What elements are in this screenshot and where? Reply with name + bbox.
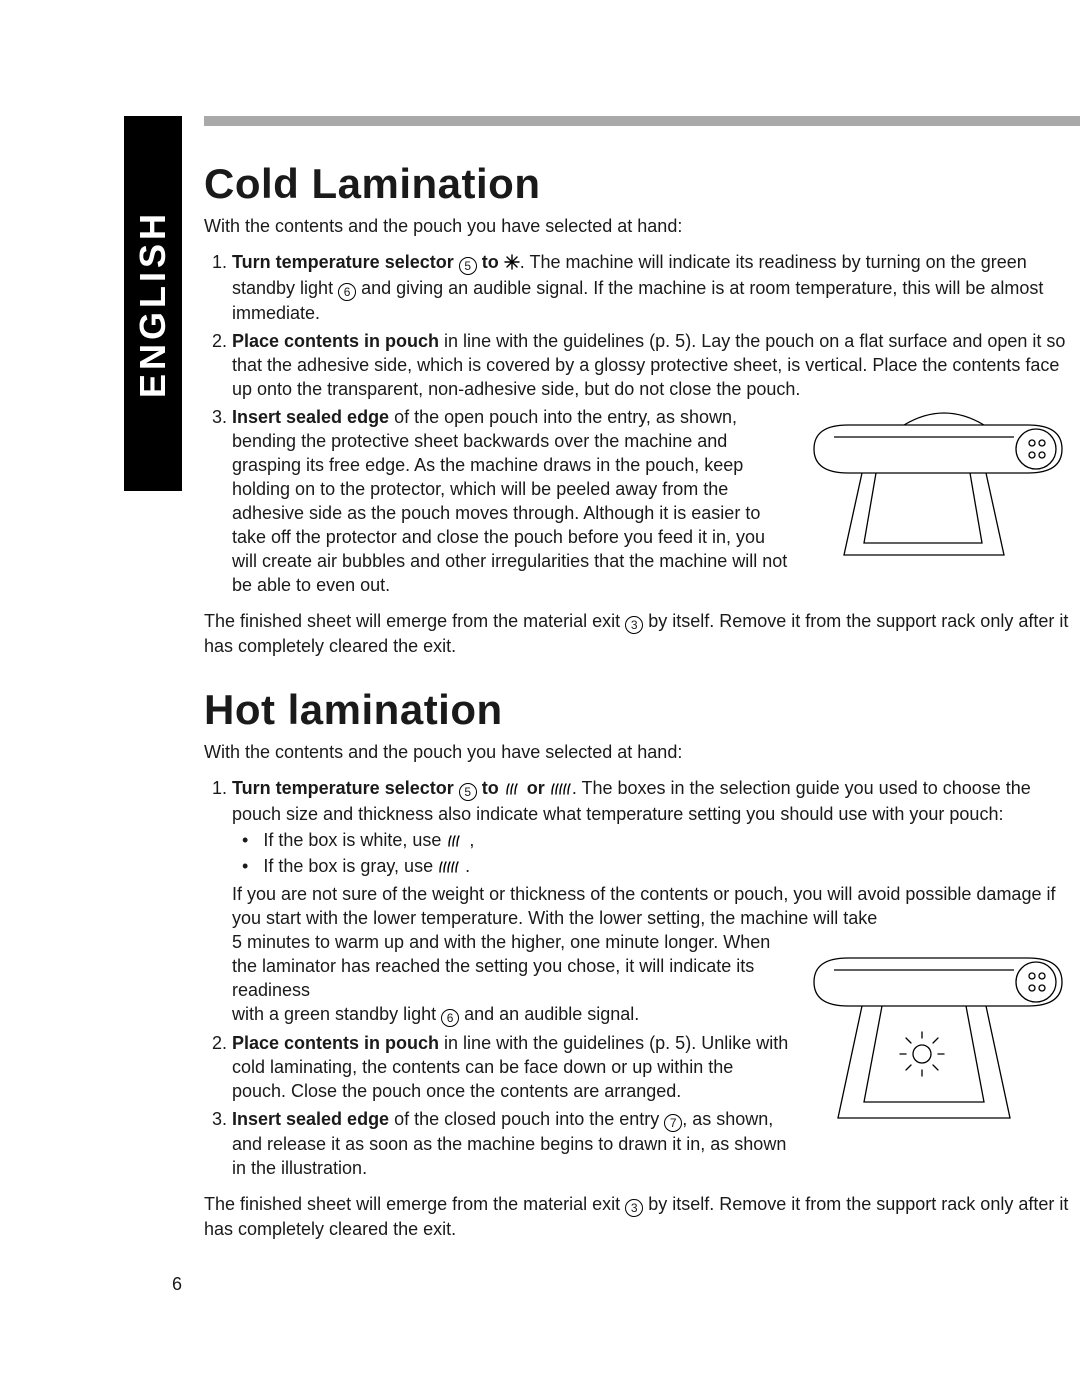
hot-step2-lead: Place contents in pouch (232, 1033, 439, 1053)
hot-step1-to: to (482, 778, 499, 798)
hot-bullets: If the box is white, use , If the box is… (232, 828, 1072, 880)
hot-after-bullets: If you are not sure of the weight or thi… (232, 884, 1055, 928)
hot-step3-text-a: of the closed pouch into the entry (389, 1109, 664, 1129)
page-content: Cold Lamination With the contents and th… (204, 160, 1080, 1241)
ref-7-icon: 7 (664, 1114, 682, 1132)
cold-steps: Turn temperature selector 5 to . The mac… (204, 250, 1080, 597)
cold-step2-lead: Place contents in pouch (232, 331, 439, 351)
bullet-tail: , (464, 830, 474, 850)
language-tab: ENGLISH (124, 116, 182, 491)
cold-title: Cold Lamination (204, 160, 1080, 208)
cold-intro: With the contents and the pouch you have… (204, 214, 1080, 238)
hot-closing: The finished sheet will emerge from the … (204, 1192, 1080, 1241)
ref-6-icon: 6 (338, 283, 356, 301)
hot-bullet-white: If the box is white, use , (242, 828, 1072, 854)
ref-3-icon: 3 (625, 1199, 643, 1217)
ref-5-icon: 5 (459, 783, 477, 801)
cold-closing: The finished sheet will emerge from the … (204, 609, 1080, 658)
hot-steps: Turn temperature selector 5 to or . The … (204, 776, 1080, 1180)
hot-after-2c: and an audible signal. (459, 1004, 639, 1024)
hot-title: Hot lamination (204, 686, 1080, 734)
hot-intro: With the contents and the pouch you have… (204, 740, 1080, 764)
snowflake-icon (504, 252, 520, 276)
page-number: 6 (172, 1274, 182, 1295)
hot-closing-a: The finished sheet will emerge from the … (204, 1194, 625, 1214)
language-label: ENGLISH (132, 209, 174, 397)
hot-lamination-figure (804, 930, 1072, 1130)
cold-step1-lead: Turn temperature selector (232, 252, 454, 272)
cold-step3-lead: Insert sealed edge (232, 407, 389, 427)
heat-high-icon (550, 778, 572, 802)
hot-after-2b: with a green standby light (232, 1004, 441, 1024)
hot-section: Hot lamination With the contents and the… (204, 686, 1080, 1241)
bullet-tail2: . (460, 856, 470, 876)
cold-step-1: Turn temperature selector 5 to . The mac… (232, 250, 1080, 325)
cold-step-3: Insert sealed edge of the open pouch int… (232, 405, 1080, 597)
hot-bullet-gray: If the box is gray, use . (242, 854, 1072, 880)
hot-step1-lead: Turn temperature selector (232, 778, 454, 798)
hot-bullet-gray-text: If the box is gray, use (263, 856, 438, 876)
cold-step3-text: of the open pouch into the entry, as sho… (232, 407, 787, 595)
cold-step-2: Place contents in pouch in line with the… (232, 329, 1080, 401)
top-rule (204, 116, 1080, 126)
cold-lamination-figure (804, 405, 1072, 565)
manual-page: ENGLISH Cold Lamination With the content… (0, 0, 1080, 1397)
hot-bullet-white-text: If the box is white, use (263, 830, 446, 850)
cold-closing-a: The finished sheet will emerge from the … (204, 611, 625, 631)
heat-low-icon (504, 778, 522, 802)
ref-6-icon: 6 (441, 1009, 459, 1027)
hot-step1-or: or (527, 778, 545, 798)
cold-step1-text-b: and giving an audible signal. If the mac… (232, 278, 1043, 323)
hot-after-2a: 5 minutes to warm up and with the higher… (232, 932, 770, 1000)
ref-3-icon: 3 (625, 616, 643, 634)
heat-low-icon (446, 830, 464, 854)
cold-step1-to: to (482, 252, 499, 272)
ref-5-icon: 5 (459, 257, 477, 275)
hot-step-1: Turn temperature selector 5 to or . The … (232, 776, 1080, 1027)
hot-step3-lead: Insert sealed edge (232, 1109, 389, 1129)
heat-high-icon (438, 856, 460, 880)
